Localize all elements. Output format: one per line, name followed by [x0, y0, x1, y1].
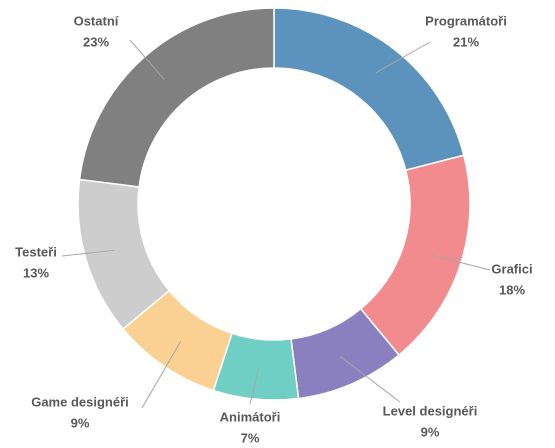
leader-line [129, 39, 165, 80]
value-label: 21% [453, 34, 479, 49]
leader-line [61, 249, 115, 257]
value-label: 13% [23, 265, 49, 280]
donut-segment [273, 7, 465, 172]
leader-line [249, 369, 259, 405]
value-label: 7% [241, 430, 260, 445]
donut-segment [359, 154, 471, 357]
leader-line [431, 254, 491, 271]
category-label: Level designéři [383, 403, 478, 418]
category-label: Programátoři [425, 13, 507, 28]
value-label: 9% [421, 424, 440, 439]
value-label: 18% [499, 282, 525, 297]
value-label: 9% [71, 415, 90, 430]
donut-segment [78, 7, 275, 188]
category-label: Ostatní [74, 13, 119, 28]
value-label: 23% [83, 34, 109, 49]
leader-line [339, 355, 401, 403]
category-label: Game designéři [31, 394, 129, 409]
category-label: Testeři [15, 244, 57, 259]
category-label: Grafici [491, 261, 532, 276]
leader-line [141, 341, 182, 409]
leader-line [375, 41, 431, 74]
category-label: Animátoři [220, 409, 281, 424]
